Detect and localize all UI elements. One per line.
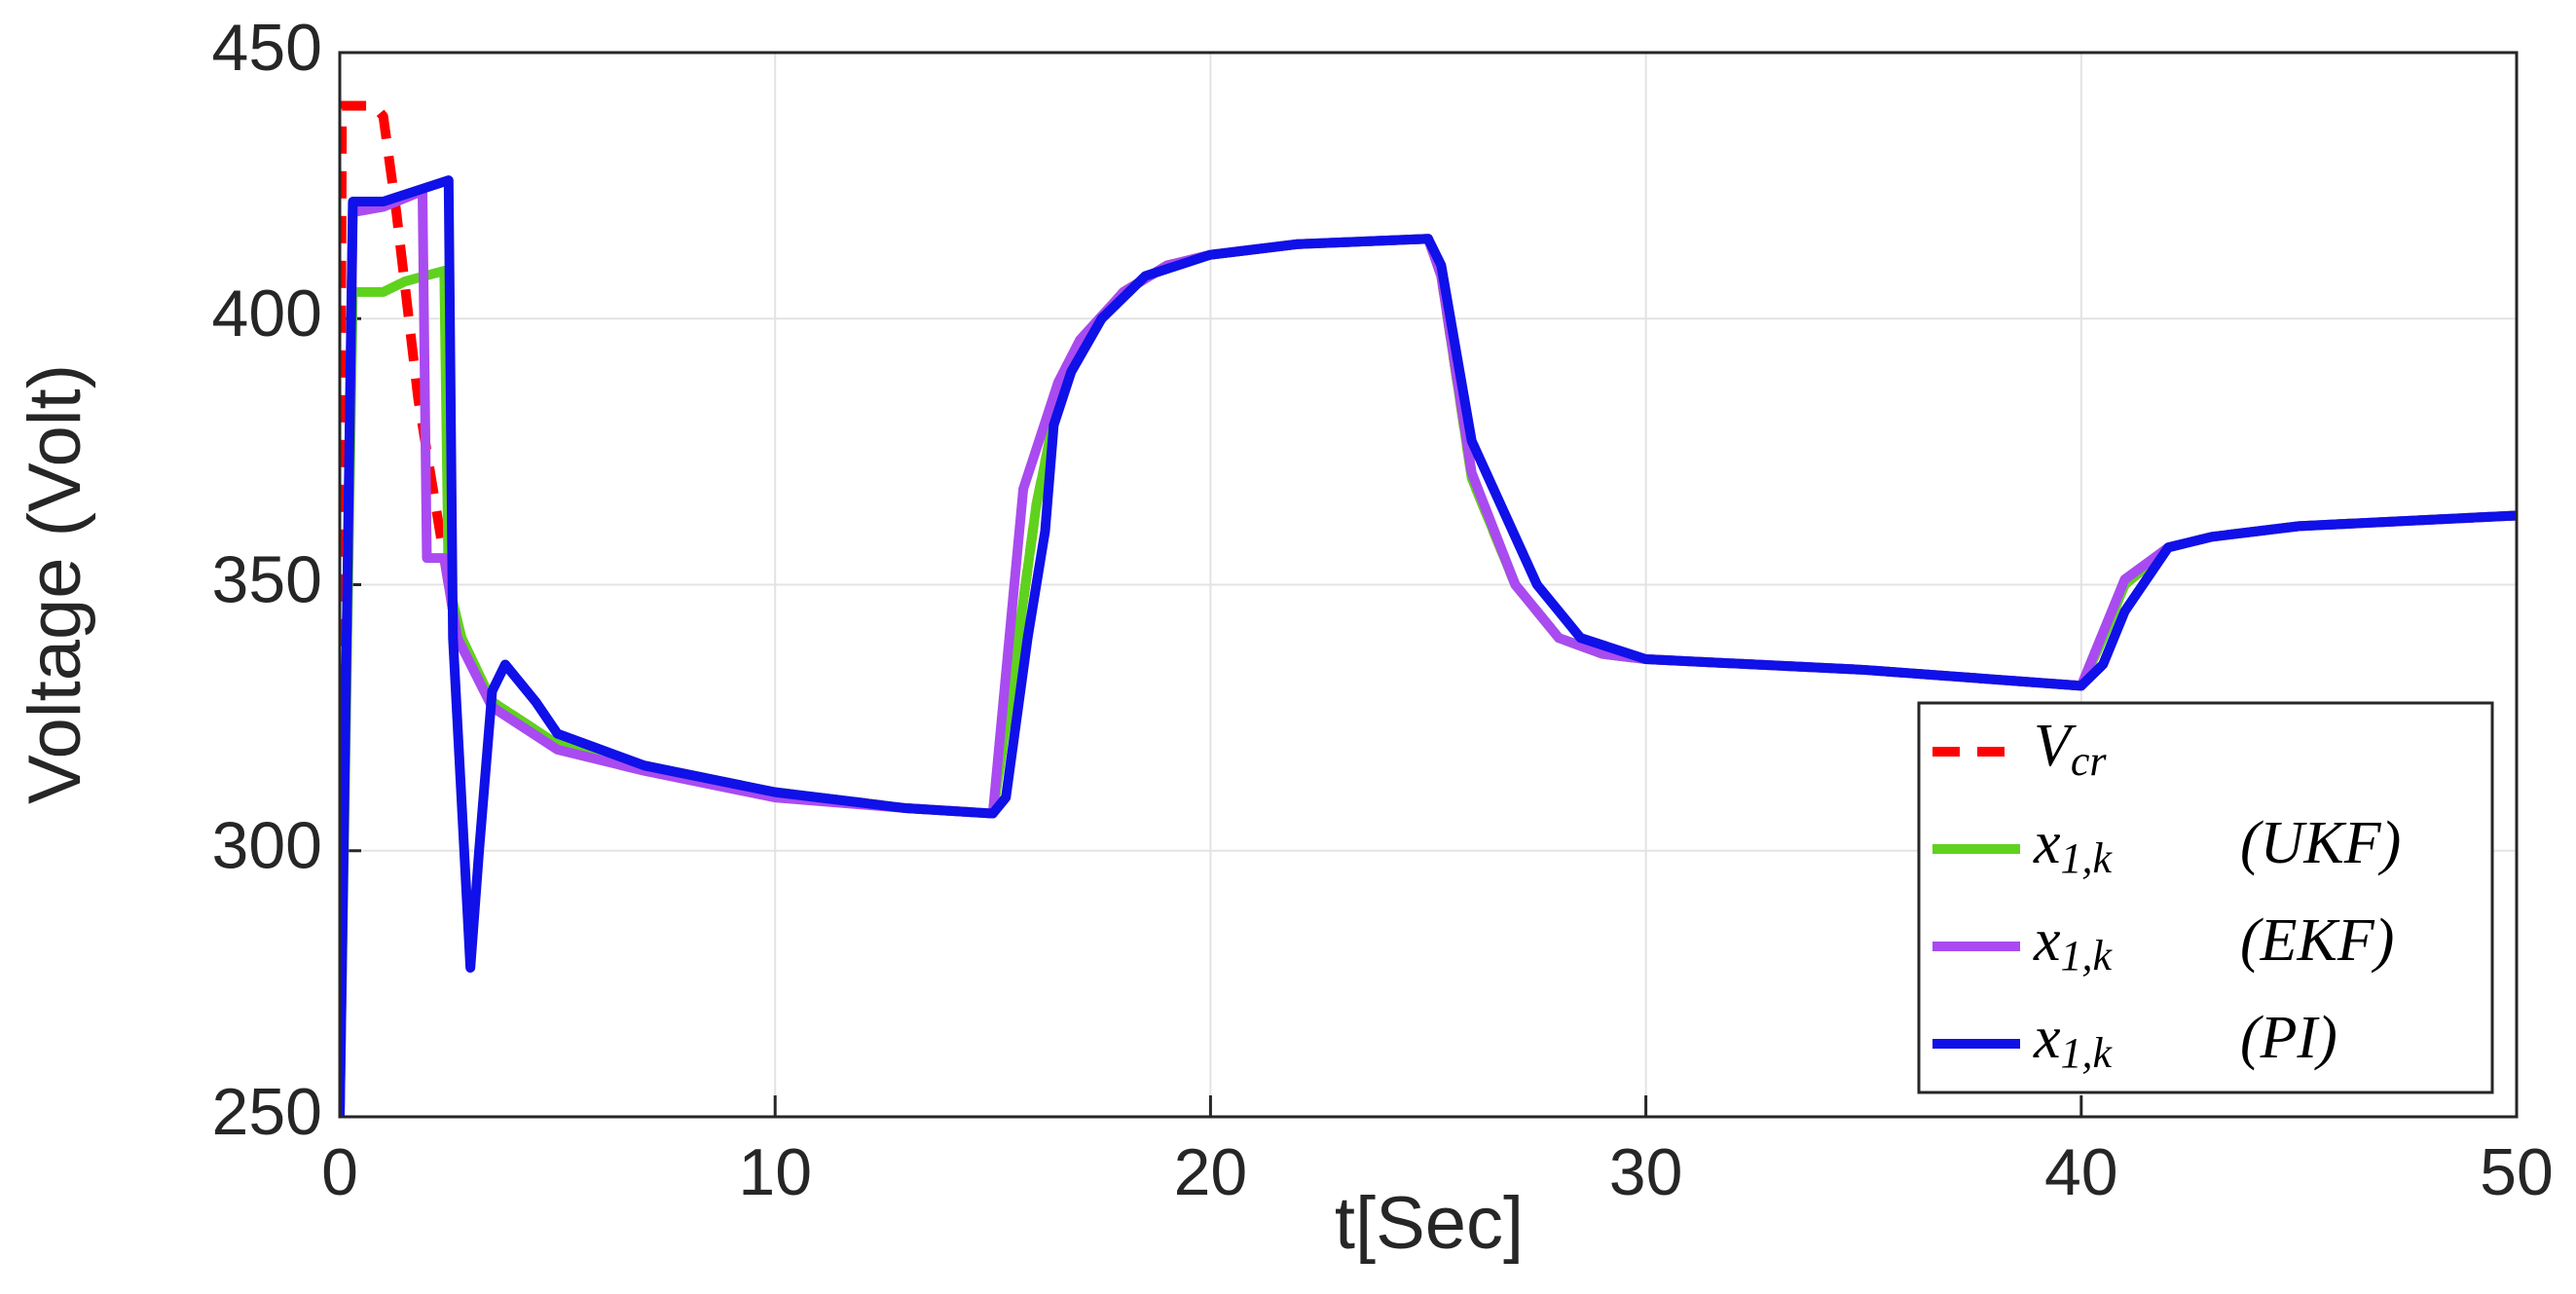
y-tick-label: 450 [212, 11, 322, 85]
series-line [340, 175, 2517, 1117]
legend-label: x1,k (PI) [2033, 1005, 2337, 1077]
legend-label: Vcr [2034, 713, 2107, 785]
legend-box [1917, 701, 2494, 1094]
legend-label: x1,k (EKF) [2033, 907, 2394, 980]
y-tick-label: 300 [212, 809, 322, 883]
x-tick-label: 0 [321, 1135, 358, 1209]
y-axis-label: Voltage (Volt) [14, 364, 96, 804]
x-tick-label: 10 [738, 1135, 812, 1209]
y-tick-label: 400 [212, 277, 322, 351]
x-tick-label: 40 [2044, 1135, 2118, 1209]
plot-frame [338, 51, 2519, 1119]
x-tick-label: 50 [2480, 1135, 2554, 1209]
y-tick-label: 250 [212, 1075, 322, 1149]
y-tick-label: 350 [212, 542, 322, 616]
x-tick-label: 20 [1174, 1135, 1248, 1209]
x-tick-label: 30 [1609, 1135, 1683, 1209]
x-axis-label: t[Sec] [1335, 1182, 1524, 1265]
legend-label: x1,k (UKF) [2033, 810, 2401, 882]
